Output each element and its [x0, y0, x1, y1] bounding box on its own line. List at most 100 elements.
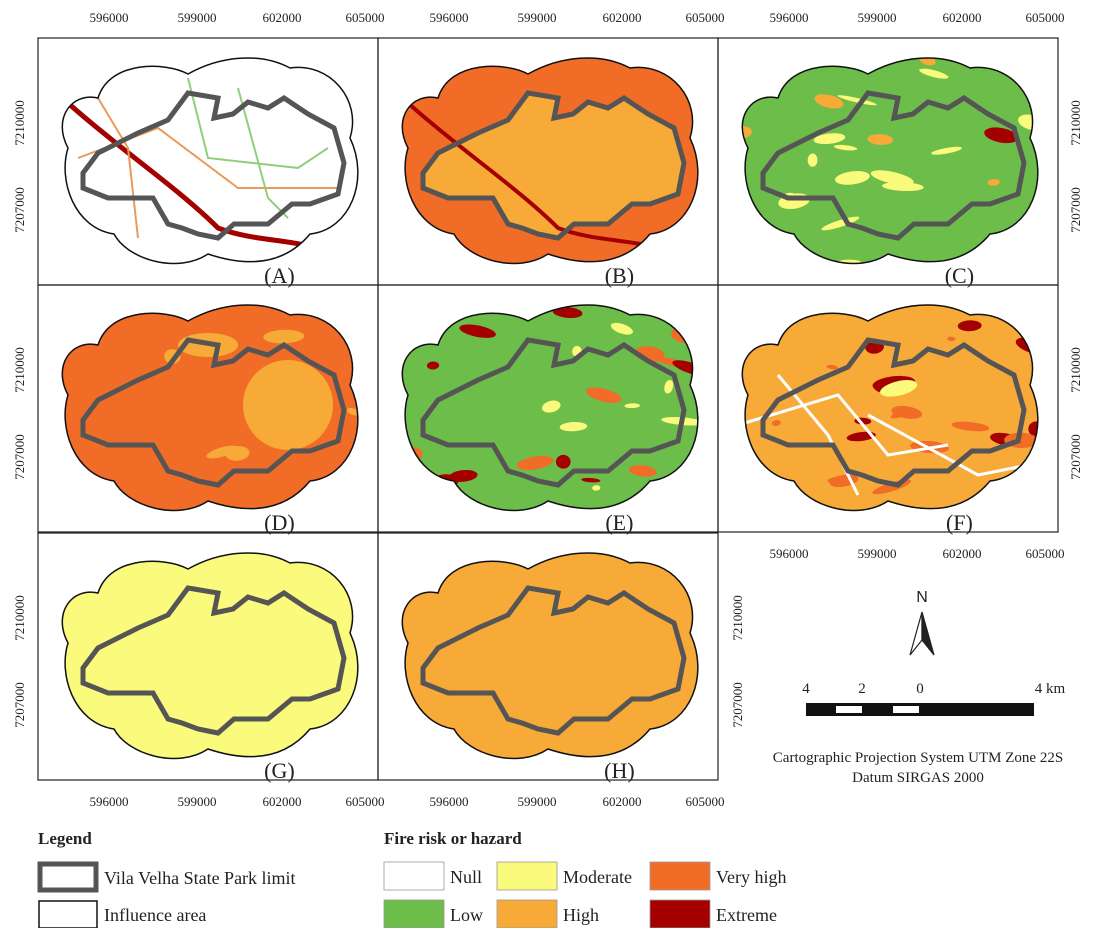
risk-patch [742, 497, 763, 510]
x-axis-label: 602000 [263, 794, 302, 809]
road [742, 393, 949, 457]
risk-patch [870, 170, 914, 185]
risk-patch [610, 322, 633, 335]
x-axis-label: 605000 [346, 794, 385, 809]
risk-patch [402, 469, 410, 475]
risk-patch [104, 553, 119, 568]
panel-label: (A) [264, 263, 295, 288]
x-axis-label: 596000 [770, 546, 809, 561]
map-panel: (G) [61, 552, 359, 783]
risk-patch [704, 534, 735, 551]
legend-label: Extreme [716, 905, 777, 925]
y-axis-label: 7207000 [12, 682, 27, 728]
risk-patch [1029, 466, 1038, 483]
risk-patch [711, 426, 751, 451]
risk-patch [552, 306, 583, 318]
risk-patch [1052, 165, 1095, 189]
risk-patch [697, 511, 731, 526]
x-axis-label: 599000 [178, 794, 217, 809]
risk-patch [919, 68, 949, 79]
risk-patch [703, 370, 715, 375]
risk-patch [325, 761, 349, 781]
risk-patch [699, 382, 736, 408]
y-axis-label: 7207000 [12, 434, 27, 480]
panel-label: (D) [264, 510, 295, 535]
risk-patch [833, 144, 858, 151]
risk-patch [596, 533, 613, 547]
road [66, 101, 330, 256]
risk-patch [567, 537, 607, 553]
x-axis-label: 599000 [518, 10, 557, 25]
risk-patch [703, 269, 723, 282]
risk-patch [573, 519, 596, 533]
y-axis-label: 7210000 [1068, 347, 1083, 393]
panel-content [325, 278, 733, 781]
risk-patch [831, 516, 860, 540]
risk-patch [380, 634, 391, 643]
risk-patch [730, 316, 752, 330]
north-label: N [916, 589, 928, 606]
risk-patch [661, 288, 680, 299]
risk-base [402, 552, 698, 759]
risk-patch [817, 604, 852, 632]
risk-patch [1047, 89, 1057, 97]
risk-patch [585, 387, 622, 403]
risk-patch [919, 57, 936, 66]
risk-patch [826, 364, 839, 370]
y-axis-label: 7210000 [12, 100, 27, 146]
legend-label: Low [450, 905, 483, 925]
risk-patch [459, 324, 496, 338]
risk-patch [742, 490, 744, 501]
y-axis-label: 7207000 [1068, 187, 1083, 233]
risk-patch [402, 478, 413, 486]
x-axis-label: 602000 [603, 794, 642, 809]
north-arrow-right [921, 611, 935, 656]
panel-content [62, 304, 358, 568]
panel-content [402, 552, 698, 759]
panel-label: (G) [264, 758, 295, 783]
risk-patch [984, 127, 1018, 144]
risk-patch [426, 539, 455, 558]
risk-patch [931, 146, 962, 155]
risk-patch [835, 171, 870, 185]
x-axis-label: 602000 [943, 546, 982, 561]
x-axis-label: 602000 [263, 10, 302, 25]
risk-patch [624, 403, 641, 409]
risk-patch [846, 294, 884, 312]
risk-patch [541, 400, 561, 413]
y-axis-label: 7210000 [12, 347, 27, 393]
risk-patch [849, 582, 887, 603]
risk-base [62, 552, 358, 759]
risk-base [742, 57, 1038, 264]
risk-patch [837, 95, 877, 106]
risk-patch [881, 182, 924, 192]
legend-swatch [496, 861, 558, 891]
risk-patch [492, 529, 511, 543]
risk-patch [346, 551, 363, 568]
risk-patch [658, 538, 692, 558]
x-axis-label: 599000 [858, 10, 897, 25]
risk-patch [706, 617, 721, 627]
projection-text: Datum SIRGAS 2000 [852, 770, 984, 786]
risk-patch [592, 485, 601, 491]
panel-label: (F) [946, 510, 973, 535]
risk-patch [555, 454, 571, 469]
scale-label: 4 km [1035, 681, 1066, 697]
risk-patch [691, 278, 733, 295]
x-axis-label: 602000 [943, 10, 982, 25]
map-panel: (E) [325, 278, 733, 781]
projection-text: Cartographic Projection System UTM Zone … [773, 750, 1063, 766]
map-panel: (C) [699, 57, 1095, 451]
map-panel: (D) [61, 304, 359, 568]
risk-patch [628, 465, 657, 477]
risk-patch [771, 419, 781, 426]
legend-swatch [649, 861, 711, 891]
x-axis-label: 596000 [90, 10, 129, 25]
road [406, 101, 669, 255]
x-axis-label: 599000 [518, 794, 557, 809]
risk-patch [867, 134, 894, 145]
scale-label: 0 [916, 681, 924, 697]
risk-patch [674, 304, 698, 313]
risk-patch [776, 629, 809, 656]
